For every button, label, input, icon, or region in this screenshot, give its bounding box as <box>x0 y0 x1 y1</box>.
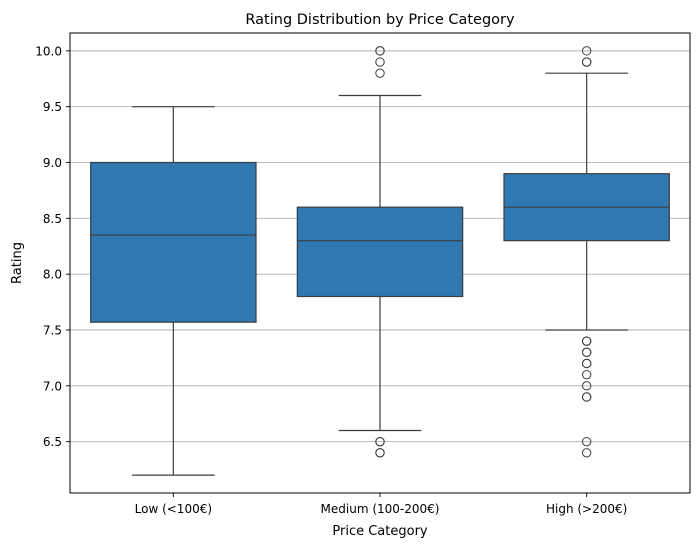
outlier-point <box>581 358 592 369</box>
outlier-point <box>581 436 592 447</box>
outlier-point <box>581 57 592 67</box>
outlier-point <box>375 448 385 458</box>
y-tick-label: 9.0 <box>43 156 62 170</box>
x-tick-label: Medium (100-200€) <box>321 502 440 516</box>
outlier-point <box>581 46 592 56</box>
outlier-point <box>581 381 592 391</box>
outlier-point <box>375 46 385 56</box>
outlier-point <box>581 347 592 358</box>
y-tick-label: 7.0 <box>43 379 62 393</box>
chart-title: Rating Distribution by Price Category <box>245 12 515 28</box>
x-tick-label: Low (<100€) <box>135 502 212 516</box>
outlier-point <box>375 436 385 447</box>
box-group <box>296 46 464 458</box>
axis-ticks: 6.5 7.0 7.5 8.0 8.5 9.0 9.5 10.0 Low (<100€) Medi… <box>35 44 627 516</box>
y-axis-label: Rating <box>10 242 25 284</box>
outlier-point <box>581 369 592 380</box>
iqr-box <box>90 161 257 323</box>
outlier-point <box>581 448 592 458</box>
y-tick-label: 10.0 <box>35 44 62 58</box>
x-axis-label: Price Category <box>332 524 428 539</box>
outlier-point <box>375 57 385 67</box>
y-tick-label: 9.5 <box>43 100 62 114</box>
outlier-point <box>375 68 385 78</box>
y-tick-label: 7.5 <box>43 323 62 337</box>
outlier-point <box>581 392 592 402</box>
box-group <box>503 46 670 458</box>
box-group <box>90 106 257 476</box>
y-tick-label: 6.5 <box>43 435 62 449</box>
outlier-point <box>581 336 592 346</box>
boxes <box>90 46 670 476</box>
y-tick-label: 8.0 <box>43 268 62 282</box>
iqr-box <box>296 206 464 298</box>
y-tick-label: 8.5 <box>43 212 62 226</box>
plot-frame <box>69 32 691 494</box>
x-tick-label: High (>200€) <box>546 502 627 516</box>
